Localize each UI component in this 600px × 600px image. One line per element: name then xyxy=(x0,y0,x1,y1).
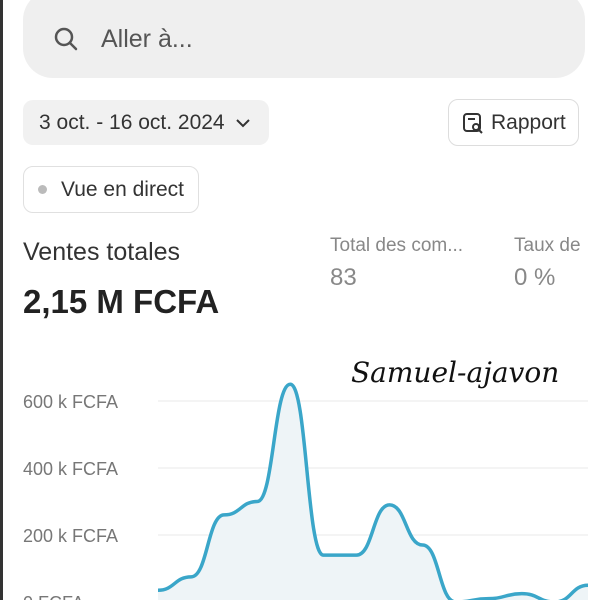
search-icon xyxy=(54,27,78,51)
orders-label[interactable]: Total des com... xyxy=(330,235,464,256)
y-tick-label: 0 FCFA xyxy=(23,593,84,600)
live-view-label: Vue en direct xyxy=(61,177,184,201)
y-tick-label: 600 k FCFA xyxy=(23,392,118,412)
total-sales-value: 2,15 M FCFA xyxy=(23,283,220,320)
watermark: Samuel-ajavon xyxy=(351,356,560,389)
report-icon xyxy=(463,112,483,134)
search-bar[interactable]: Aller à... xyxy=(23,0,585,78)
y-tick-label: 400 k FCFA xyxy=(23,459,118,479)
sales-line xyxy=(157,382,589,600)
area-fill xyxy=(158,384,588,600)
rate-label[interactable]: Taux de xyxy=(514,235,581,256)
live-view-button[interactable]: Vue en direct xyxy=(23,166,199,213)
rate-value: 0 % xyxy=(514,264,556,291)
total-sales-label: Ventes totales xyxy=(23,238,181,266)
search-input[interactable]: Aller à... xyxy=(101,24,193,53)
sales-chart: 0 FCFA 200 k FCFA 400 k FCFA 600 k FCFA xyxy=(23,382,589,600)
report-label: Rapport xyxy=(491,110,566,134)
y-tick-label: 200 k FCFA xyxy=(23,526,118,546)
chevron-down-icon xyxy=(235,118,250,127)
date-range-selector[interactable]: 3 oct. - 16 oct. 2024 xyxy=(23,100,269,145)
orders-value: 83 xyxy=(330,264,357,291)
date-range-label: 3 oct. - 16 oct. 2024 xyxy=(39,110,225,134)
report-button[interactable]: Rapport xyxy=(448,99,579,146)
status-dot-icon xyxy=(38,185,47,194)
